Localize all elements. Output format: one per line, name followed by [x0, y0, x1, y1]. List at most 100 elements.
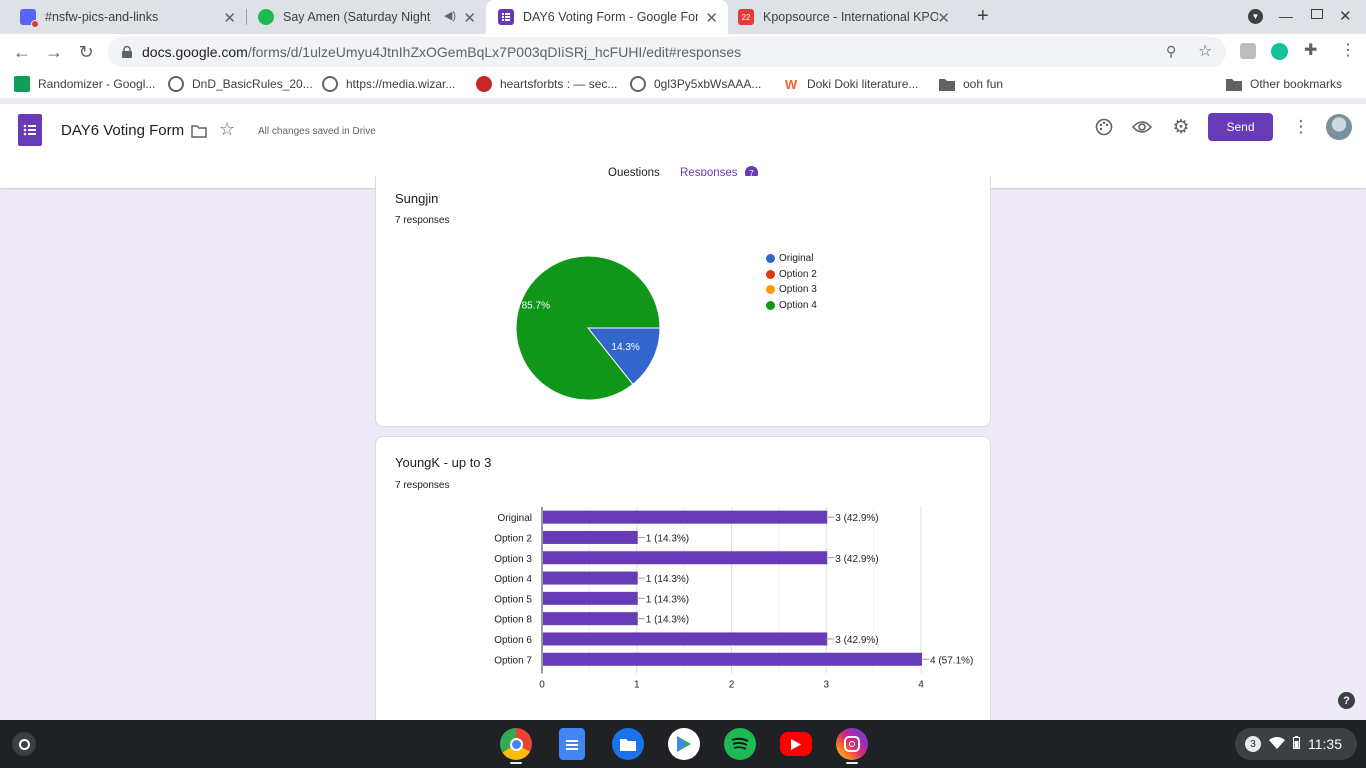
bookmark-wizards[interactable]: https://media.wizar...	[322, 76, 455, 92]
data-label: 4 (57.1%)	[930, 655, 973, 666]
wifi-icon	[1269, 736, 1285, 752]
send-button[interactable]: Send	[1208, 113, 1273, 141]
discord-icon	[20, 9, 39, 28]
chrome-app-icon[interactable]	[500, 728, 532, 760]
bookmark-folder-ooh-fun[interactable]: ooh fun	[939, 76, 1003, 92]
wattpad-icon: W	[784, 76, 798, 92]
bookmark-dnd[interactable]: DnD_BasicRules_20...	[168, 76, 313, 92]
browser-tab-strip: #nsfw-pics-and-links ✕ Say Amen (Saturda…	[0, 0, 1366, 34]
bookmark-doki-doki[interactable]: W Doki Doki literature...	[783, 76, 919, 92]
more-options-icon[interactable]: ⋮	[1292, 117, 1310, 136]
data-label: 3 (42.9%)	[835, 554, 878, 565]
data-label: 1 (14.3%)	[646, 533, 689, 544]
lock-icon	[122, 46, 132, 58]
play-store-icon[interactable]	[668, 728, 700, 760]
other-bookmarks[interactable]: Other bookmarks	[1226, 76, 1342, 92]
bar[interactable]	[543, 571, 638, 585]
spotify-icon	[258, 9, 274, 25]
launcher-icon[interactable]	[12, 732, 36, 756]
tab-search-icon[interactable]: ▼	[1248, 9, 1263, 24]
bookmark-label: Doki Doki literature...	[807, 77, 919, 91]
youtube-app-icon[interactable]	[780, 732, 812, 756]
legend-swatch	[766, 300, 775, 310]
palette-icon[interactable]	[1093, 116, 1115, 138]
save-status: All changes saved in Drive	[258, 126, 376, 137]
bookmark-star-icon[interactable]: ☆	[1198, 43, 1213, 60]
legend-item: Option 2	[766, 269, 817, 280]
pie-slice-option-4[interactable]	[515, 255, 661, 401]
account-avatar[interactable]	[1326, 114, 1352, 140]
globe-icon	[322, 76, 338, 92]
settings-gear-icon[interactable]: ⚙	[1172, 116, 1190, 138]
preview-eye-icon[interactable]	[1131, 116, 1153, 138]
spotify-app-icon[interactable]	[724, 728, 756, 760]
forms-header: DAY6 Voting Form ☆ All changes saved in …	[0, 104, 1366, 189]
x-tick-label: 0	[539, 679, 545, 690]
question-title: Sungjin	[395, 191, 439, 206]
close-icon[interactable]: ✕	[705, 10, 718, 27]
tab-title: Kpopsource - International KPOP	[763, 10, 938, 24]
globe-icon	[168, 76, 184, 92]
running-indicator	[510, 762, 522, 764]
form-title[interactable]: DAY6 Voting Form	[61, 122, 185, 139]
zoom-icon[interactable]: ⚲	[1166, 43, 1177, 59]
bar[interactable]	[543, 551, 828, 565]
pie-slice-original[interactable]	[586, 327, 661, 386]
bar[interactable]	[543, 510, 828, 524]
clock: 11:35	[1308, 736, 1342, 752]
grammarly-icon[interactable]	[1271, 43, 1288, 60]
restore-icon[interactable]	[1311, 9, 1323, 19]
browser-tab-discord[interactable]: #nsfw-pics-and-links ✕	[0, 0, 246, 34]
bar[interactable]	[543, 612, 638, 626]
bar[interactable]	[543, 591, 638, 605]
notification-count-badge[interactable]: 3	[1245, 736, 1261, 752]
back-icon[interactable]: ←	[13, 41, 31, 62]
bar-chart: Original 3 (42.9%) Option 2 1 (14.3%) Option…	[494, 507, 973, 690]
extensions-puzzle-icon[interactable]: ✚	[1304, 42, 1318, 59]
data-label: 3 (42.9%)	[835, 513, 878, 524]
folder-icon	[1226, 76, 1242, 92]
address-bar[interactable]: docs.google.com/forms/d/1ulzeUmyu4JtnIhZ…	[108, 37, 1226, 67]
browser-tab-spotify[interactable]: Say Amen (Saturday Night) ◀) ✕	[238, 0, 486, 34]
category-label: Option 5	[494, 594, 532, 605]
move-to-folder-icon[interactable]	[191, 124, 207, 143]
browser-tab-forms[interactable]: DAY6 Voting Form - Google Forms ✕	[486, 0, 728, 34]
reload-icon[interactable]: ↻	[78, 41, 94, 62]
bookmark-randomizer[interactable]: Randomizer - Googl...	[14, 76, 155, 92]
category-label: Original	[498, 513, 532, 524]
bookmark-label: heartsforbts : — sec...	[500, 77, 618, 91]
bookmark-image[interactable]: 0gl3Py5xbWsAAA...	[630, 76, 761, 92]
browser-tab-kpopsource[interactable]: 22 Kpopsource - International KPOP ✕	[728, 0, 960, 34]
folder-icon	[939, 76, 955, 92]
status-tray[interactable]: 3 11:35	[1235, 728, 1357, 760]
close-window-icon[interactable]: ✕	[1339, 8, 1352, 25]
audio-playing-icon[interactable]: ◀)	[443, 10, 456, 22]
bookmark-heartsforbts[interactable]: heartsforbts : — sec...	[476, 76, 617, 92]
bar[interactable]	[543, 530, 638, 544]
docs-app-icon[interactable]	[559, 728, 585, 760]
close-icon[interactable]: ✕	[937, 10, 950, 27]
chrome-menu-icon[interactable]: ⋮	[1340, 42, 1356, 59]
close-icon[interactable]: ✕	[463, 10, 476, 27]
help-icon[interactable]: ?	[1338, 692, 1355, 709]
bar[interactable]	[543, 652, 922, 666]
google-forms-icon	[498, 9, 514, 25]
files-app-icon[interactable]	[612, 728, 644, 760]
extension-icon[interactable]	[1240, 43, 1256, 59]
bar[interactable]	[543, 632, 828, 646]
forward-icon[interactable]: →	[45, 41, 63, 62]
google-forms-logo-icon[interactable]	[18, 114, 42, 146]
close-icon[interactable]: ✕	[223, 10, 236, 27]
legend-item: Option 3	[766, 284, 817, 295]
category-label: Option 7	[494, 655, 532, 666]
minimize-icon[interactable]: —	[1279, 8, 1293, 24]
new-tab-icon[interactable]: +	[977, 5, 989, 27]
legend-swatch	[766, 254, 775, 263]
url-host: docs.google.com	[142, 44, 248, 60]
star-icon[interactable]: ☆	[219, 119, 236, 139]
battery-icon	[1293, 736, 1300, 752]
bookmark-label: https://media.wizar...	[346, 77, 456, 91]
instagram-app-icon[interactable]	[836, 728, 868, 760]
category-label: Option 6	[494, 635, 532, 646]
sheets-icon	[14, 76, 30, 92]
